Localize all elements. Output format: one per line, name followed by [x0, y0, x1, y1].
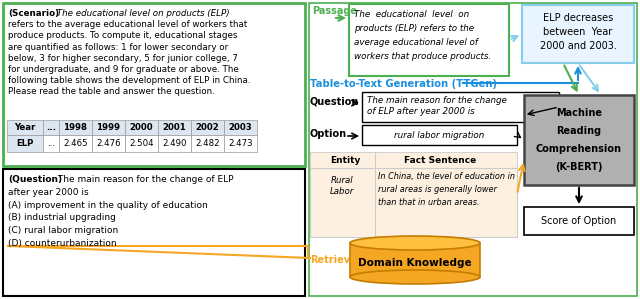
- Text: ELP decreases: ELP decreases: [543, 13, 613, 23]
- Bar: [43, 120, 59, 135]
- Text: Option: Option: [310, 129, 347, 139]
- Bar: [310, 152, 517, 168]
- Text: for undergraduate, and 9 for graduate or above. The: for undergraduate, and 9 for graduate or…: [8, 65, 239, 74]
- Text: Retrieval: Retrieval: [310, 255, 360, 265]
- Bar: [362, 125, 517, 145]
- Bar: [224, 135, 257, 152]
- Text: Domain Knowledge: Domain Knowledge: [358, 258, 472, 268]
- Text: Reading: Reading: [556, 126, 602, 136]
- Text: 2.476: 2.476: [96, 139, 121, 148]
- Text: (A) improvement in the quality of education: (A) improvement in the quality of educat…: [8, 201, 208, 210]
- Text: Labor: Labor: [330, 187, 354, 196]
- Text: 2001: 2001: [163, 123, 186, 132]
- Bar: [92, 120, 125, 135]
- Text: ...: ...: [46, 123, 56, 132]
- Ellipse shape: [350, 236, 480, 250]
- Bar: [191, 120, 224, 135]
- Text: Year: Year: [14, 123, 36, 132]
- Text: Comprehension: Comprehension: [536, 144, 622, 154]
- Bar: [125, 135, 158, 152]
- Text: 1999: 1999: [97, 123, 120, 132]
- Bar: [224, 120, 257, 135]
- Bar: [158, 120, 191, 135]
- Bar: [59, 120, 92, 135]
- Bar: [524, 207, 634, 235]
- Text: are quantified as follows: 1 for lower secondary or: are quantified as follows: 1 for lower s…: [8, 42, 228, 52]
- Bar: [125, 120, 158, 135]
- Bar: [7, 135, 43, 152]
- Text: (K-BERT): (K-BERT): [556, 162, 603, 172]
- Text: rural areas is generally lower: rural areas is generally lower: [378, 185, 497, 194]
- Text: Please read the table and answer the question.: Please read the table and answer the que…: [8, 87, 215, 96]
- Text: refers to the average educational level of workers that: refers to the average educational level …: [8, 20, 247, 29]
- Text: products (ELP) refers to the: products (ELP) refers to the: [354, 24, 474, 33]
- Bar: [524, 95, 634, 185]
- Text: (Question): (Question): [8, 175, 62, 184]
- Bar: [310, 152, 517, 237]
- Text: (Scenario): (Scenario): [8, 9, 59, 18]
- Text: of ELP after year 2000 is: of ELP after year 2000 is: [367, 107, 475, 116]
- Text: Passage: Passage: [312, 6, 357, 16]
- Bar: [7, 120, 43, 135]
- Text: 2002: 2002: [196, 123, 220, 132]
- Text: The main reason for the change: The main reason for the change: [367, 96, 507, 105]
- Text: 2.482: 2.482: [195, 139, 220, 148]
- Text: 2000 and 2003.: 2000 and 2003.: [540, 41, 616, 51]
- Bar: [191, 135, 224, 152]
- Text: 2.504: 2.504: [129, 139, 154, 148]
- Bar: [309, 3, 637, 296]
- Text: The main reason for the change of ELP: The main reason for the change of ELP: [55, 175, 234, 184]
- Bar: [349, 4, 509, 76]
- Bar: [3, 3, 305, 166]
- Text: produce products. To compute it, educational stages: produce products. To compute it, educati…: [8, 31, 237, 40]
- Text: average educational level of: average educational level of: [354, 38, 478, 47]
- Text: Machine: Machine: [556, 108, 602, 118]
- Text: 2003: 2003: [228, 123, 252, 132]
- Text: Entity: Entity: [330, 156, 360, 165]
- Text: The educational level on products (ELP): The educational level on products (ELP): [54, 9, 230, 18]
- Text: 2000: 2000: [130, 123, 154, 132]
- Text: 2.490: 2.490: [163, 139, 187, 148]
- Text: workers that produce products.: workers that produce products.: [354, 52, 491, 61]
- Bar: [43, 135, 59, 152]
- Text: Question: Question: [310, 96, 360, 106]
- Text: after year 2000 is: after year 2000 is: [8, 188, 88, 197]
- Text: between  Year: between Year: [543, 27, 612, 37]
- Text: In China, the level of education in: In China, the level of education in: [378, 172, 515, 181]
- Text: below, 3 for higher secondary, 5 for junior college, 7: below, 3 for higher secondary, 5 for jun…: [8, 54, 238, 63]
- Bar: [362, 92, 559, 122]
- Bar: [522, 5, 634, 63]
- Text: (B) industrial upgrading: (B) industrial upgrading: [8, 213, 116, 222]
- Bar: [350, 243, 480, 277]
- Text: Rural: Rural: [331, 176, 353, 185]
- Text: 1998: 1998: [63, 123, 88, 132]
- Text: rural labor migration: rural labor migration: [394, 130, 484, 140]
- Text: following table shows the development of ELP in China.: following table shows the development of…: [8, 76, 250, 85]
- Text: Fact Sentence: Fact Sentence: [404, 156, 476, 165]
- Bar: [59, 135, 92, 152]
- Bar: [158, 135, 191, 152]
- Text: ...: ...: [47, 139, 55, 148]
- Text: (C) rural labor migration: (C) rural labor migration: [8, 226, 118, 235]
- Text: ELP: ELP: [16, 139, 34, 148]
- Text: Table-to-Text Generation (TTGen): Table-to-Text Generation (TTGen): [310, 79, 497, 89]
- Text: 2.465: 2.465: [63, 139, 88, 148]
- Bar: [92, 135, 125, 152]
- Text: than that in urban areas.: than that in urban areas.: [378, 198, 479, 207]
- Text: The  educational  level  on: The educational level on: [354, 10, 469, 19]
- Text: Score of Option: Score of Option: [541, 216, 616, 226]
- Bar: [3, 169, 305, 296]
- Text: 2.473: 2.473: [228, 139, 253, 148]
- Text: (D) counterurbanization: (D) counterurbanization: [8, 239, 116, 248]
- Ellipse shape: [350, 270, 480, 284]
